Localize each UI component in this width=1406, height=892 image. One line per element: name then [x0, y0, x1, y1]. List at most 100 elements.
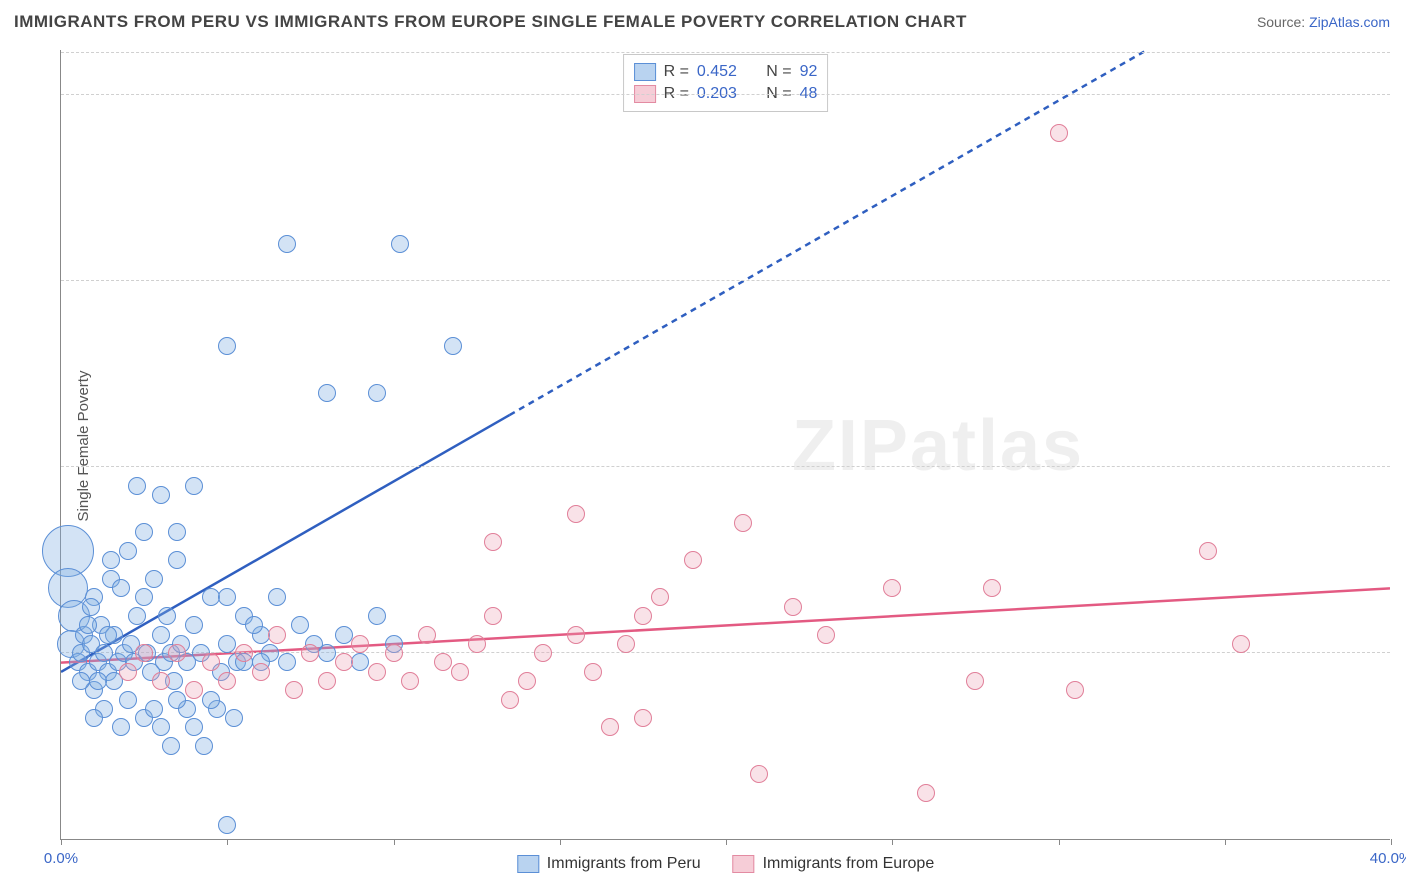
data-point-peru[interactable]	[195, 737, 213, 755]
data-point-europe[interactable]	[617, 635, 635, 653]
data-point-europe[interactable]	[152, 672, 170, 690]
data-point-peru[interactable]	[112, 718, 130, 736]
data-point-europe[interactable]	[119, 663, 137, 681]
data-point-peru[interactable]	[368, 384, 386, 402]
data-point-peru[interactable]	[202, 588, 220, 606]
data-point-peru[interactable]	[99, 626, 117, 644]
data-point-peru[interactable]	[245, 616, 263, 634]
data-point-europe[interactable]	[468, 635, 486, 653]
data-point-peru[interactable]	[85, 709, 103, 727]
data-point-europe[interactable]	[684, 551, 702, 569]
data-point-europe[interactable]	[784, 598, 802, 616]
data-point-peru[interactable]	[278, 235, 296, 253]
data-point-peru[interactable]	[168, 691, 186, 709]
data-point-peru[interactable]	[318, 644, 336, 662]
data-point-europe[interactable]	[966, 672, 984, 690]
x-tick-mark	[1391, 839, 1392, 845]
data-point-peru[interactable]	[168, 551, 186, 569]
data-point-europe[interactable]	[351, 635, 369, 653]
data-point-europe[interactable]	[484, 607, 502, 625]
data-point-europe[interactable]	[634, 709, 652, 727]
data-point-europe[interactable]	[567, 626, 585, 644]
data-point-peru[interactable]	[225, 709, 243, 727]
data-point-europe[interactable]	[883, 579, 901, 597]
data-point-peru[interactable]	[444, 337, 462, 355]
data-point-europe[interactable]	[285, 681, 303, 699]
data-point-peru[interactable]	[119, 691, 137, 709]
data-point-europe[interactable]	[1199, 542, 1217, 560]
data-point-europe[interactable]	[983, 579, 1001, 597]
data-point-europe[interactable]	[734, 514, 752, 532]
data-point-peru[interactable]	[128, 477, 146, 495]
data-point-peru[interactable]	[152, 486, 170, 504]
data-point-peru[interactable]	[89, 672, 107, 690]
data-point-peru[interactable]	[278, 653, 296, 671]
data-point-europe[interactable]	[135, 644, 153, 662]
data-point-peru[interactable]	[119, 542, 137, 560]
data-point-europe[interactable]	[484, 533, 502, 551]
data-point-europe[interactable]	[567, 505, 585, 523]
data-point-europe[interactable]	[534, 644, 552, 662]
data-point-europe[interactable]	[1232, 635, 1250, 653]
data-point-peru[interactable]	[79, 616, 97, 634]
data-point-europe[interactable]	[368, 663, 386, 681]
data-point-peru[interactable]	[152, 718, 170, 736]
data-point-peru[interactable]	[152, 626, 170, 644]
data-point-peru[interactable]	[102, 551, 120, 569]
data-point-europe[interactable]	[235, 644, 253, 662]
data-point-europe[interactable]	[168, 644, 186, 662]
data-point-peru[interactable]	[218, 588, 236, 606]
source-link[interactable]: ZipAtlas.com	[1309, 14, 1390, 30]
data-point-europe[interactable]	[252, 663, 270, 681]
data-point-europe[interactable]	[1066, 681, 1084, 699]
data-point-europe[interactable]	[1050, 124, 1068, 142]
data-point-europe[interactable]	[917, 784, 935, 802]
data-point-peru[interactable]	[135, 523, 153, 541]
data-point-europe[interactable]	[434, 653, 452, 671]
data-point-europe[interactable]	[202, 653, 220, 671]
data-point-peru[interactable]	[335, 626, 353, 644]
legend-correlation-row: R = 0.452 N = 92	[634, 61, 818, 83]
data-point-peru[interactable]	[168, 523, 186, 541]
data-point-peru[interactable]	[202, 691, 220, 709]
data-point-europe[interactable]	[601, 718, 619, 736]
data-point-peru[interactable]	[145, 570, 163, 588]
data-point-europe[interactable]	[501, 691, 519, 709]
data-point-peru[interactable]	[82, 598, 100, 616]
data-point-europe[interactable]	[401, 672, 419, 690]
data-point-peru[interactable]	[112, 579, 130, 597]
data-point-europe[interactable]	[451, 663, 469, 681]
data-point-europe[interactable]	[218, 672, 236, 690]
data-point-peru[interactable]	[128, 607, 146, 625]
data-point-peru[interactable]	[318, 384, 336, 402]
data-point-peru[interactable]	[268, 588, 286, 606]
data-point-europe[interactable]	[750, 765, 768, 783]
data-point-peru[interactable]	[135, 588, 153, 606]
data-point-europe[interactable]	[318, 672, 336, 690]
data-point-peru[interactable]	[218, 635, 236, 653]
data-point-europe[interactable]	[301, 644, 319, 662]
data-point-europe[interactable]	[418, 626, 436, 644]
data-point-peru[interactable]	[162, 737, 180, 755]
data-point-europe[interactable]	[335, 653, 353, 671]
data-point-peru[interactable]	[351, 653, 369, 671]
data-point-europe[interactable]	[817, 626, 835, 644]
data-point-peru[interactable]	[218, 816, 236, 834]
data-point-europe[interactable]	[584, 663, 602, 681]
data-point-peru[interactable]	[158, 607, 176, 625]
data-point-peru[interactable]	[72, 672, 90, 690]
data-point-europe[interactable]	[651, 588, 669, 606]
data-point-peru[interactable]	[185, 477, 203, 495]
data-point-peru[interactable]	[185, 718, 203, 736]
data-point-peru[interactable]	[291, 616, 309, 634]
data-point-peru[interactable]	[368, 607, 386, 625]
data-point-europe[interactable]	[634, 607, 652, 625]
data-point-peru[interactable]	[145, 700, 163, 718]
data-point-europe[interactable]	[185, 681, 203, 699]
data-point-europe[interactable]	[518, 672, 536, 690]
data-point-europe[interactable]	[385, 644, 403, 662]
data-point-peru[interactable]	[391, 235, 409, 253]
data-point-peru[interactable]	[185, 616, 203, 634]
data-point-peru[interactable]	[218, 337, 236, 355]
data-point-europe[interactable]	[268, 626, 286, 644]
